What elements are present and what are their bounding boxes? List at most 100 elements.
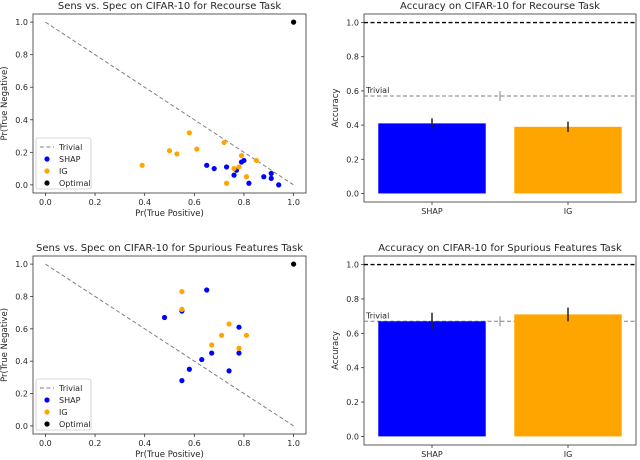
bar-ig xyxy=(514,314,622,437)
y-tick-label: 0.0 xyxy=(346,432,359,441)
x-axis-label: Pr(True Positive) xyxy=(135,450,204,460)
data-point-ig xyxy=(238,152,245,159)
y-tick-label: 0.2 xyxy=(15,148,28,157)
y-tick-label: 0.6 xyxy=(346,329,359,338)
series-optimal xyxy=(290,19,297,25)
legend-label: Optimal xyxy=(59,420,91,429)
y-tick-label: 0.6 xyxy=(15,83,28,92)
y-tick-label: 0.2 xyxy=(15,390,28,399)
data-point-shap xyxy=(246,180,252,186)
trivial-line xyxy=(45,21,294,186)
data-point-shap xyxy=(211,165,217,172)
y-tick-label: 1.0 xyxy=(15,260,28,269)
data-point-ig xyxy=(179,306,185,312)
x-tick-label: 0.2 xyxy=(89,198,102,207)
data-point-shap xyxy=(236,350,242,356)
bar-shap xyxy=(378,123,486,194)
x-tick-label: 1.0 xyxy=(287,439,300,448)
bar2-panel: Accuracy on CIFAR-10 for Spurious Featur… xyxy=(331,243,637,459)
data-point-ig xyxy=(179,289,185,295)
data-point-ig xyxy=(226,321,232,327)
data-point-shap xyxy=(236,324,242,330)
y-tick-label: 0.8 xyxy=(346,295,359,304)
y-tick-label: 0.8 xyxy=(15,292,28,301)
y-tick-label: 1.0 xyxy=(346,261,359,270)
bar1-panel: Accuracy on CIFAR-10 for Recourse Task 0.… xyxy=(331,1,637,216)
x-tick-label: 0.8 xyxy=(238,439,251,448)
data-point-shap xyxy=(161,314,168,321)
x-tick-label: 0.0 xyxy=(39,439,52,448)
y-tick-label: 0.8 xyxy=(346,53,359,62)
y-tick-label: 0.2 xyxy=(346,155,359,164)
x-tick-label: 0.8 xyxy=(238,198,251,207)
data-point-ig xyxy=(194,146,200,152)
series-optimal xyxy=(290,261,297,267)
legend-swatch-dot xyxy=(44,156,50,162)
scatter2-panel: Sens vs. Spec on CIFAR-10 for Spurious F… xyxy=(0,243,307,460)
data-point-optimal xyxy=(290,261,297,267)
data-point-shap xyxy=(209,350,215,356)
data-point-ig xyxy=(219,332,225,338)
y-tick-label: 1.0 xyxy=(346,19,359,28)
y-tick-label: 0.6 xyxy=(346,87,359,96)
legend-label: Optimal xyxy=(59,179,91,188)
legend-label: Trivial xyxy=(58,143,82,152)
chart-title: Accuracy on CIFAR-10 for Spurious Featur… xyxy=(378,243,622,254)
data-point-ig xyxy=(221,139,227,146)
y-tick-label: 0.4 xyxy=(346,121,359,130)
chart-title: Sens vs. Spec on CIFAR-10 for Recourse T… xyxy=(58,1,282,12)
data-point-optimal xyxy=(290,19,297,25)
data-point-shap xyxy=(204,287,210,293)
chart-title: Sens vs. Spec on CIFAR-10 for Spurious F… xyxy=(36,243,303,254)
x-tick-label: IG xyxy=(564,450,573,459)
y-tick-label: 0.4 xyxy=(15,357,28,366)
trivial-label: Trivial xyxy=(365,86,389,95)
trivial-line xyxy=(45,263,294,427)
data-point-ig xyxy=(253,157,259,164)
legend-swatch-dot xyxy=(44,168,50,174)
series-ig xyxy=(139,130,259,186)
x-tick-label: 0.4 xyxy=(138,439,151,448)
y-tick-label: 0.0 xyxy=(346,189,359,198)
y-tick-label: 0.4 xyxy=(346,364,359,373)
y-tick-label: 0.4 xyxy=(15,116,28,125)
data-point-ig xyxy=(236,164,242,170)
legend-box xyxy=(35,378,92,431)
axes-frame xyxy=(32,13,307,194)
axes-frame xyxy=(32,255,307,435)
y-tick-label: 0.6 xyxy=(15,325,28,334)
y-axis-label: Pr(True Negative) xyxy=(0,66,10,140)
chart-title: Accuracy on CIFAR-10 for Recourse Task xyxy=(400,1,600,12)
x-tick-label: 0.4 xyxy=(138,198,151,207)
legend-swatch-dot xyxy=(44,397,50,403)
x-tick-label: 0.0 xyxy=(39,198,52,207)
legend-label: IG xyxy=(59,408,68,417)
legend-box xyxy=(35,137,92,190)
data-point-shap xyxy=(231,172,237,178)
bar-shap xyxy=(378,321,486,437)
y-tick-label: 0.2 xyxy=(346,398,359,407)
data-point-ig xyxy=(243,174,250,180)
data-point-shap xyxy=(223,164,230,170)
data-point-shap xyxy=(186,366,192,372)
data-point-shap xyxy=(268,175,274,181)
legend-swatch-dot xyxy=(44,421,50,427)
legend-swatch-dot xyxy=(44,180,50,186)
bar-ig xyxy=(514,126,622,194)
legend-label: Trivial xyxy=(58,384,82,393)
x-tick-label: IG xyxy=(564,207,573,216)
data-point-ig xyxy=(174,151,180,157)
x-tick-label: 0.2 xyxy=(89,439,102,448)
x-axis-label: Pr(True Positive) xyxy=(135,209,204,219)
data-point-shap xyxy=(204,162,210,168)
legend-label: SHAP xyxy=(59,155,81,164)
scatter1-panel: Sens vs. Spec on CIFAR-10 for Recourse T… xyxy=(0,1,307,219)
data-point-ig xyxy=(231,165,237,172)
data-point-ig xyxy=(186,130,192,136)
series-shap xyxy=(161,287,242,384)
data-point-ig xyxy=(209,342,215,348)
legend-label: IG xyxy=(59,167,68,176)
data-point-shap xyxy=(179,378,185,384)
x-tick-label: SHAP xyxy=(421,450,443,459)
